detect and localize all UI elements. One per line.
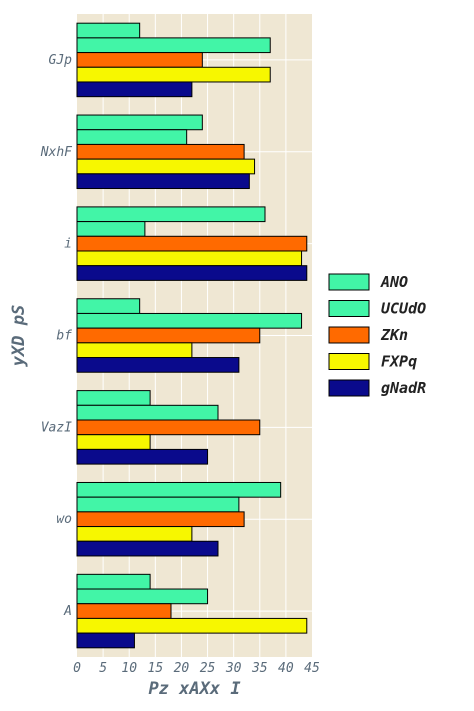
x-tick-label: 30 — [225, 661, 242, 676]
bar-gNadR-GJp — [76, 81, 193, 98]
bar-FXPq-wo — [76, 526, 193, 542]
legend-label-ZKn: ZKn — [380, 326, 408, 344]
x-tick-label: 35 — [251, 661, 268, 676]
legend-swatch-ZKn — [328, 326, 370, 344]
bar-ANO-NxhF — [76, 114, 203, 131]
y-tick-label: NxhF — [40, 145, 73, 160]
y-tick-label: wo — [56, 512, 72, 527]
bar-ZKn-VazI — [76, 419, 261, 436]
bar-FXPq-VazI — [76, 434, 151, 450]
bar-UCUdO-A — [76, 588, 209, 605]
bar-gNadR-wo — [76, 540, 219, 557]
y-tick-label: GJp — [49, 53, 73, 68]
legend-label-FXPq: FXPq — [381, 353, 417, 371]
x-tick-label: 0 — [73, 661, 81, 676]
bar-ZKn-NxhF — [76, 143, 245, 160]
bar-ANO-A — [76, 573, 151, 590]
bar-UCUdO-wo — [76, 496, 240, 513]
y-tick-label: bf — [56, 329, 72, 344]
legend-label-UCUdO: UCUdO — [381, 300, 426, 318]
bar-gNadR-A — [76, 632, 135, 649]
legend-swatch-gNadR — [328, 379, 370, 397]
x-tick-label: 25 — [200, 661, 216, 676]
legend-swatch-UCUdO — [328, 300, 370, 317]
legend-label-ANO: ANO — [380, 273, 408, 291]
bar-ANO-wo — [76, 481, 282, 498]
y-tick-label: VazI — [41, 420, 72, 435]
bar-ZKn-wo — [76, 511, 245, 528]
bar-ZKn-GJp — [76, 52, 203, 68]
y-tick-label: A — [63, 604, 72, 619]
x-tick-labels: 0 5 10 15 20 25 30 35 40 45 — [73, 661, 320, 676]
bar-ANO-bf — [76, 298, 141, 314]
x-tick-label: 5 — [99, 661, 107, 676]
bar-UCUdO-GJp — [76, 37, 271, 54]
y-tick-label: i — [64, 237, 72, 252]
y-tick-labels: GJp NxhF i bf VazI wo A — [40, 53, 73, 619]
bar-FXPq-A — [76, 617, 308, 634]
bar-UCUdO-NxhF — [76, 129, 188, 145]
bar-UCUdO-bf — [76, 312, 303, 329]
legend: ANO UCUdO ZKn FXPq gNadR — [328, 273, 426, 397]
x-tick-label: 10 — [121, 661, 137, 676]
bar-FXPq-GJp — [76, 66, 271, 83]
x-tick-label: 45 — [304, 661, 320, 676]
bar-UCUdO-VazI — [76, 404, 219, 421]
bar-ANO-i — [76, 206, 266, 223]
bar-UCUdO-i — [76, 221, 146, 237]
bar-gNadR-NxhF — [76, 173, 250, 190]
bar-gNadR-VazI — [76, 448, 209, 465]
x-tick-label: 15 — [148, 661, 164, 676]
bar-FXPq-bf — [76, 342, 193, 359]
x-tick-label: 40 — [278, 661, 294, 676]
bar-FXPq-i — [76, 250, 303, 267]
legend-swatch-ANO — [328, 273, 370, 291]
x-axis-title: Pz xAXx I — [148, 679, 241, 699]
bar-ANO-VazI — [76, 390, 151, 406]
x-tick-label: 20 — [174, 661, 190, 676]
bar-ANO-GJp — [76, 22, 141, 39]
legend-label-gNadR: gNadR — [381, 379, 426, 397]
y-axis-title: yXD pS — [9, 305, 29, 367]
bar-ZKn-A — [76, 603, 172, 619]
bar-gNadR-i — [76, 265, 308, 281]
bar-gNadR-bf — [76, 357, 240, 373]
bar-FXPq-NxhF — [76, 158, 256, 175]
bar-ZKn-bf — [76, 327, 261, 344]
bar-ZKn-i — [76, 235, 308, 252]
bars — [76, 22, 308, 649]
legend-swatch-FXPq — [328, 353, 370, 370]
